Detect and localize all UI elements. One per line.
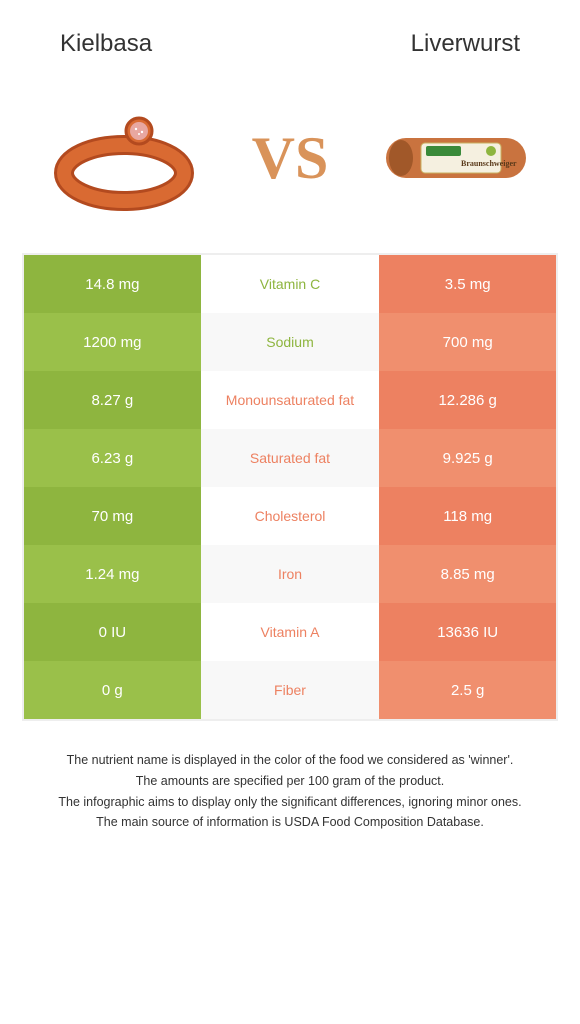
table-row: 0 gFiber2.5 g [24, 661, 556, 719]
right-value: 118 mg [379, 487, 556, 545]
left-title: Kielbasa [60, 30, 152, 58]
svg-text:Braunschweiger: Braunschweiger [461, 159, 517, 168]
right-value: 9.925 g [379, 429, 556, 487]
right-value: 8.85 mg [379, 545, 556, 603]
table-row: 70 mgCholesterol118 mg [24, 487, 556, 545]
nutrient-label: Vitamin C [201, 255, 380, 313]
left-value: 70 mg [24, 487, 201, 545]
footer-line: The main source of information is USDA F… [20, 813, 560, 832]
footer-line: The nutrient name is displayed in the co… [20, 751, 560, 770]
table-row: 1200 mgSodium700 mg [24, 313, 556, 371]
right-value: 700 mg [379, 313, 556, 371]
vs-text: VS [252, 124, 329, 193]
table-row: 14.8 mgVitamin C3.5 mg [24, 255, 556, 313]
kielbasa-image [44, 98, 204, 218]
left-value: 0 IU [24, 603, 201, 661]
nutrient-label: Cholesterol [201, 487, 380, 545]
liverwurst-image: Braunschweiger [376, 98, 536, 218]
nutrient-label: Vitamin A [201, 603, 380, 661]
nutrient-label: Monounsaturated fat [201, 371, 380, 429]
left-value: 14.8 mg [24, 255, 201, 313]
right-value: 2.5 g [379, 661, 556, 719]
titles-row: Kielbasa Liverwurst [0, 20, 580, 73]
left-value: 1200 mg [24, 313, 201, 371]
right-value: 13636 IU [379, 603, 556, 661]
nutrient-label: Iron [201, 545, 380, 603]
images-row: VS Braunschweiger [0, 73, 580, 253]
left-value: 8.27 g [24, 371, 201, 429]
footer-line: The infographic aims to display only the… [20, 793, 560, 812]
comparison-table: 14.8 mgVitamin C3.5 mg1200 mgSodium700 m… [22, 253, 558, 721]
table-row: 1.24 mgIron8.85 mg [24, 545, 556, 603]
infographic-container: Kielbasa Liverwurst VS Braunschweiger [0, 0, 580, 874]
nutrient-label: Sodium [201, 313, 380, 371]
right-value: 3.5 mg [379, 255, 556, 313]
right-value: 12.286 g [379, 371, 556, 429]
left-value: 6.23 g [24, 429, 201, 487]
footer-notes: The nutrient name is displayed in the co… [0, 721, 580, 854]
table-row: 0 IUVitamin A13636 IU [24, 603, 556, 661]
left-value: 1.24 mg [24, 545, 201, 603]
nutrient-label: Saturated fat [201, 429, 380, 487]
nutrient-label: Fiber [201, 661, 380, 719]
table-row: 6.23 gSaturated fat9.925 g [24, 429, 556, 487]
table-row: 8.27 gMonounsaturated fat12.286 g [24, 371, 556, 429]
right-title: Liverwurst [411, 30, 520, 58]
footer-line: The amounts are specified per 100 gram o… [20, 772, 560, 791]
left-value: 0 g [24, 661, 201, 719]
